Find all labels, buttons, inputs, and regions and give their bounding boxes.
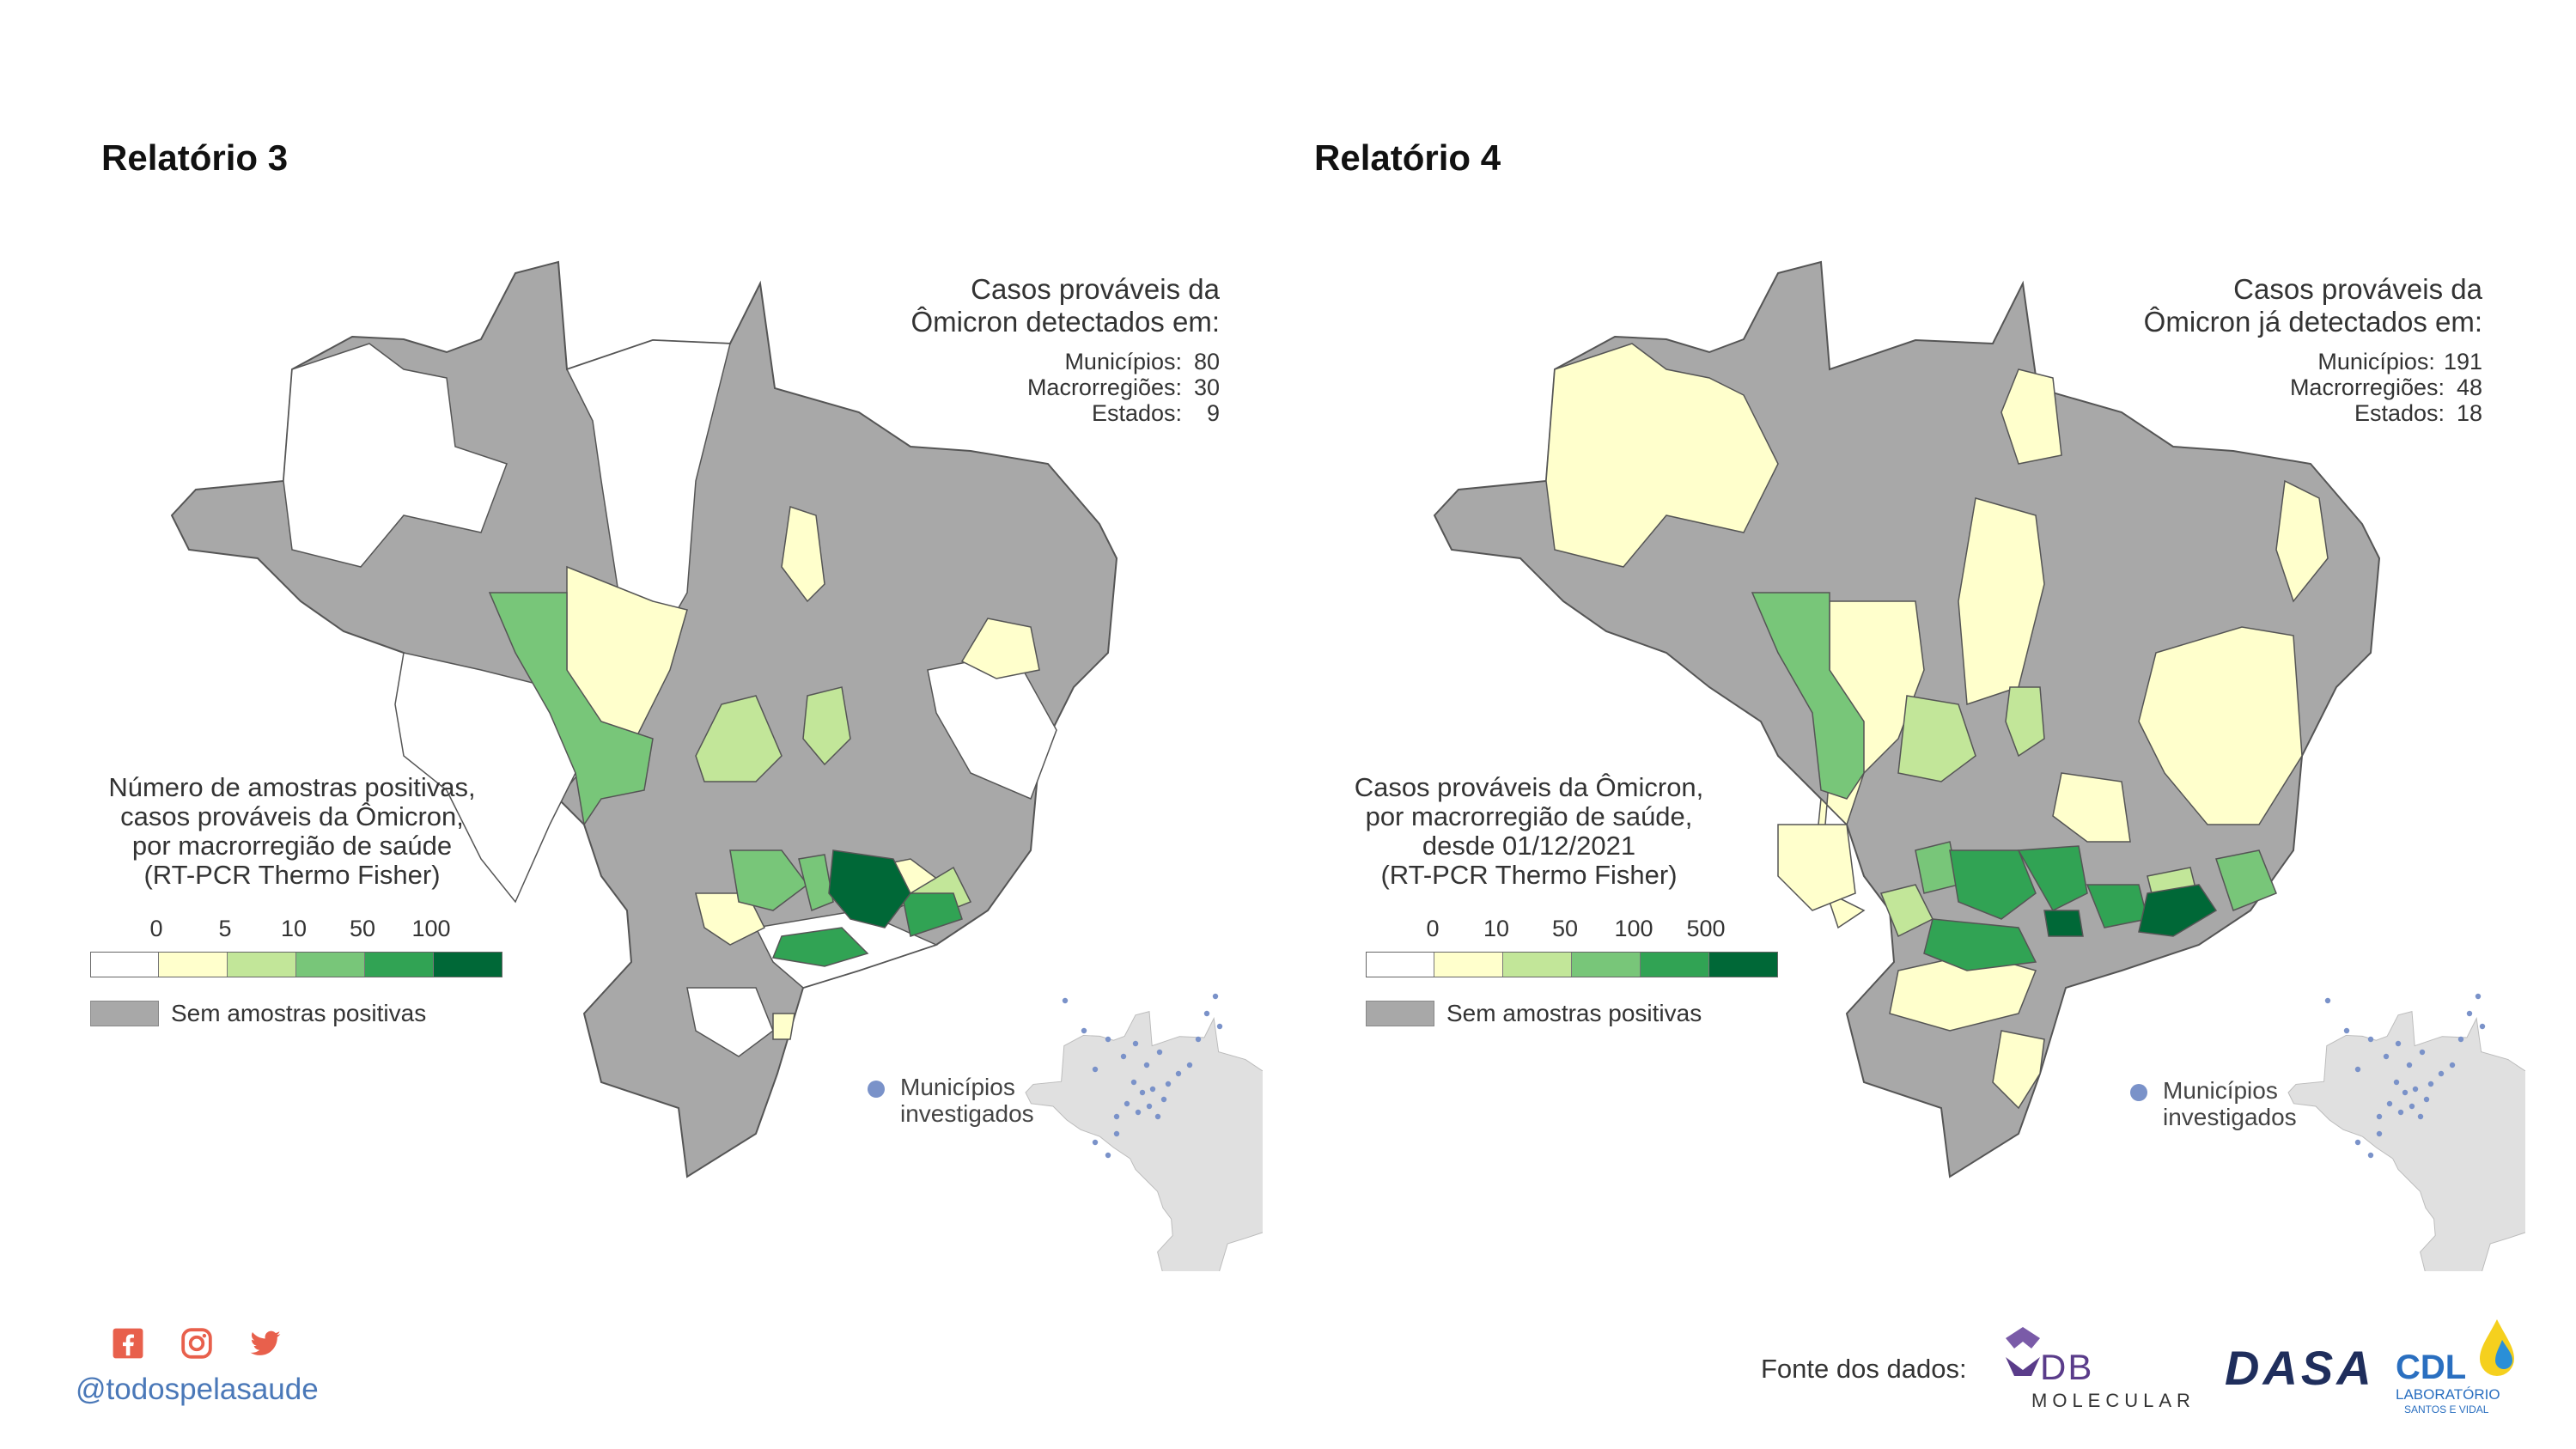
social-handle[interactable]: @todospelasaude [76,1373,319,1406]
region-yellow [960,618,1040,679]
inset-dots [1062,993,1223,1159]
legend-tick: 500 [1686,916,1726,941]
region-medium-green [798,854,834,912]
db-molecular-mark-icon [2006,1327,2040,1376]
region-dark-green [828,849,911,928]
region-green [901,892,963,937]
legend-tick: 5 [218,916,232,941]
cases-heading: Casos prováveis da Ômicron já detectados… [2143,273,2482,338]
no-data-swatch [1366,1001,1434,1026]
inset-dots [2324,993,2486,1159]
brazil-map-report-4 [1433,260,2525,1271]
no-data-legend: Sem amostras positivas [1366,1000,1702,1027]
region-light-green [695,695,783,782]
legend-tick: 100 [411,916,451,941]
legend-tick: 50 [1551,916,1579,941]
inset-map [1025,1010,1263,1271]
region-green [771,927,869,967]
region-dark-green [2138,884,2218,937]
stat-municipios: Municípios: 80 [1064,349,1220,374]
region-yellow [1992,1030,2045,1110]
stat-estados: Estados: 18 [2354,400,2482,426]
region-yellow [2275,479,2329,603]
panel-title: Relatório 3 [101,137,289,178]
social-icons [112,1327,282,1360]
cases-heading: Casos prováveis da Ômicron detectados em… [910,273,1221,338]
legend-tick: 0 [1426,916,1440,941]
region-yellow [2138,626,2303,825]
region-medium-green [1915,841,1959,894]
region-yellow [772,1013,795,1040]
legend-tick: 10 [280,916,308,941]
legend-swatch-0 [1367,953,1434,977]
source-label: Fonte dos dados: [1761,1354,1967,1384]
region-white [394,652,576,904]
stat-municipios: Municípios: 191 [2317,349,2482,374]
legend-swatch-2 [228,953,296,977]
legend-swatch-1 [159,953,228,977]
legend-color-bar [1366,952,1778,977]
region-yellow [781,506,825,603]
legend-tick: 0 [149,916,163,941]
legend-swatch-2 [1503,953,1572,977]
facebook-icon[interactable] [112,1327,144,1360]
dasa-logo: DASA [2225,1341,2375,1395]
inset-legend: Municípios investigados [868,1074,1034,1127]
region-light-green [802,686,851,766]
region-medium-green [488,592,654,826]
legend-tick: 10 [1483,916,1510,941]
cdl-logo: CDL LABORATÓRIO SANTOS E VIDAL [2392,1314,2547,1417]
cases-summary: Casos prováveis da Ômicron detectados em… [911,273,1221,426]
report-3-panel: Relatório 3 [0,0,1263,1271]
region-yellow [2052,772,2131,843]
legend-swatch-1 [1434,953,1503,977]
cdl-drop-icon [2480,1319,2514,1376]
legend-tick: 100 [1614,916,1653,941]
legend-swatch-5 [1709,953,1777,977]
legend-swatch-3 [1572,953,1641,977]
legend-swatch-0 [91,953,159,977]
region-dark-green [2043,910,2084,937]
region-green [1949,849,2037,920]
legend-title: Número de amostras positivas, casos prov… [108,772,476,890]
no-data-legend: Sem amostras positivas [90,1000,426,1027]
region-medium-green [2215,849,2277,911]
report-4-panel: Relatório 4 [1263,0,2525,1271]
legend-color-bar [90,952,502,977]
inset-legend: Municípios investigados [2130,1077,2297,1130]
legend-swatch-3 [296,953,365,977]
region-light-green [2005,686,2045,758]
region-yellow [1545,343,1779,568]
stat-macrorregioes: Macrorregiões: 30 [1026,374,1220,400]
region-yellow [1777,824,1856,911]
region-yellow [2001,368,2062,465]
panel-title: Relatório 4 [1314,137,1501,178]
stat-estados: Estados: 9 [1091,400,1220,426]
no-data-swatch [90,1001,159,1026]
legend-tick: 50 [349,916,376,941]
cases-summary: Casos prováveis da Ômicron já detectados… [2144,273,2482,426]
region-white [283,343,508,568]
region-white [565,339,731,654]
instagram-icon[interactable] [180,1327,213,1360]
db-molecular-logo: DB MOLECULAR [1997,1323,2190,1411]
legend-swatch-5 [434,953,502,977]
region-medium-green [1751,592,1865,800]
region-white [686,987,774,1057]
inset-map [2287,1010,2525,1271]
municipio-dot-icon [868,1081,885,1098]
legend-swatch-4 [365,953,434,977]
twitter-icon[interactable] [249,1327,282,1360]
municipio-dot-icon [2130,1084,2147,1101]
stat-macrorregioes: Macrorregiões: 48 [2289,374,2482,400]
legend-title: Casos prováveis da Ômicron, por macrorre… [1354,772,1704,890]
brazil-map-report-3 [170,260,1263,1271]
region-medium-green [729,849,809,911]
region-green [2017,845,2088,911]
region-light-green [1897,695,1976,782]
legend-swatch-4 [1641,953,1709,977]
region-green [1923,918,2037,971]
